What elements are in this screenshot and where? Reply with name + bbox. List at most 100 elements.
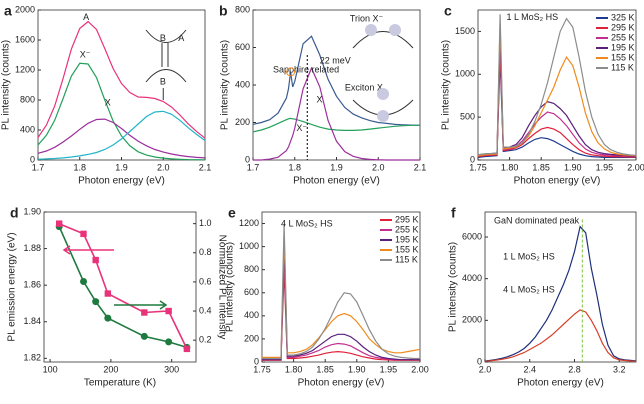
y-tick-label: 1.86 (23, 280, 41, 290)
series-line (37, 118, 206, 159)
y-tick-label: 2000 (462, 315, 482, 325)
legend-label: 155 K (395, 244, 419, 254)
x-tick-label: 300 (164, 364, 179, 374)
y-tick-label: 1.82 (23, 353, 41, 363)
annotation: 4 L MoS₂ HS (281, 218, 333, 228)
series-line (252, 117, 420, 133)
y-tick-label: 400 (20, 124, 35, 134)
x-tick-label: 200 (103, 364, 118, 374)
x-tick-label: 1.85 (532, 162, 550, 172)
marker (92, 298, 100, 306)
legend-label: 195 K (611, 42, 635, 52)
x-tick-label: 1.95 (380, 364, 398, 374)
x-tick-label: 1.8 (73, 162, 86, 172)
y2-tick-label: 0.8 (199, 247, 212, 257)
carrier (365, 24, 377, 36)
x-tick-label: 2.0 (372, 162, 385, 172)
y-axis-label: PL intensity (counts) (1, 40, 12, 130)
marker (165, 338, 173, 346)
arrow (62, 245, 114, 255)
x-tick-label: 2.0 (157, 162, 170, 172)
series-line (37, 110, 206, 160)
marker (80, 278, 88, 286)
marker (104, 314, 112, 322)
y-tick-label: 1200 (15, 64, 35, 74)
series-label: 4 L MoS₂ HS (503, 284, 555, 294)
x-tick-label: 1.90 (348, 364, 366, 374)
y-tick-label: 500 (460, 112, 475, 122)
x-tick-label: 1.75 (253, 364, 271, 374)
carrier (377, 110, 389, 122)
annotation: A (178, 33, 184, 43)
panel-letter: e (228, 205, 236, 221)
series-line (37, 62, 206, 161)
y-tick-label: 6000 (462, 231, 482, 241)
y-tick-label: 1000 (455, 69, 475, 79)
carrier (377, 88, 389, 100)
plot-frame (477, 9, 637, 161)
inset-bands (352, 31, 414, 116)
y-tick-label: 800 (244, 264, 259, 274)
x-axis-label: Photon energy (eV) (514, 176, 601, 187)
x-tick-label: 1.80 (501, 162, 519, 172)
x-tick-label: 2.00 (411, 364, 429, 374)
y-tick-label: 0 (254, 356, 259, 366)
series-label: 1 L MoS₂ HS (503, 251, 555, 261)
series-line (262, 223, 420, 360)
y-tick-label: 1.84 (23, 316, 41, 326)
marker (92, 256, 99, 264)
y-tick-label: 400 (235, 79, 250, 89)
y2-tick-label: 0.6 (199, 276, 212, 286)
y-tick-label: 200 (244, 333, 259, 343)
x-tick-label: 2.00 (627, 162, 644, 172)
marker (141, 309, 148, 316)
annotation: A (83, 12, 89, 22)
plot-frame (261, 211, 421, 363)
annotation: Exciton X (345, 82, 383, 92)
marker (56, 220, 63, 227)
plot-frame (484, 211, 637, 363)
panel-letter: c (444, 3, 452, 19)
panel-letter: a (4, 3, 12, 19)
x-tick-label: 1.7 (32, 162, 45, 172)
y-axis-label: PL intensity (counts) (225, 242, 236, 332)
y-axis-label: PL emission energy (eV) (7, 232, 18, 341)
series-line (252, 35, 421, 126)
y-tick-label: 0 (470, 154, 475, 164)
x-tick-label: 1.9 (115, 162, 128, 172)
y-tick-label: 0 (30, 154, 35, 164)
legend-label: 325 K (611, 12, 635, 22)
y2-tick-label: 1.0 (199, 218, 212, 228)
x-tick-label: 1.75 (469, 162, 487, 172)
annotation: X⁻ (296, 123, 307, 133)
y-tick-label: 1600 (15, 34, 35, 44)
carrier (389, 24, 401, 36)
x-axis-label: Photon energy (eV) (293, 176, 380, 187)
y-tick-label: 400 (244, 310, 259, 320)
y-tick-label: 0 (245, 154, 250, 164)
plot-frame (43, 211, 197, 363)
y2-axis-label: Normalized PL intensity (216, 235, 227, 340)
inset-bands (145, 29, 187, 83)
y-tick-label: 1.88 (23, 243, 41, 253)
y-tick-label: 4000 (462, 273, 482, 283)
annotation: B (160, 33, 166, 43)
y-tick-label: 600 (244, 287, 259, 297)
y-tick-label: 0 (477, 356, 482, 366)
panel-letter: f (451, 205, 456, 221)
legend-label: 115 K (395, 254, 418, 264)
marker (165, 307, 172, 315)
series-line (484, 309, 637, 362)
annotation: X (316, 94, 322, 104)
y-tick-label: 1000 (239, 241, 259, 251)
x-tick-label: 2.0 (479, 364, 492, 374)
series-line (484, 225, 637, 362)
x-axis-label: Photon energy (eV) (78, 176, 165, 187)
annotation: Trion X⁻ (350, 13, 384, 23)
legend-label: 255 K (395, 224, 419, 234)
x-axis-label: Photon energy (eV) (298, 378, 385, 389)
x-tick-label: 1.7 (247, 162, 260, 172)
marker (104, 290, 112, 297)
legend-label: 195 K (395, 234, 419, 244)
annotation: 22 meV (320, 55, 351, 65)
